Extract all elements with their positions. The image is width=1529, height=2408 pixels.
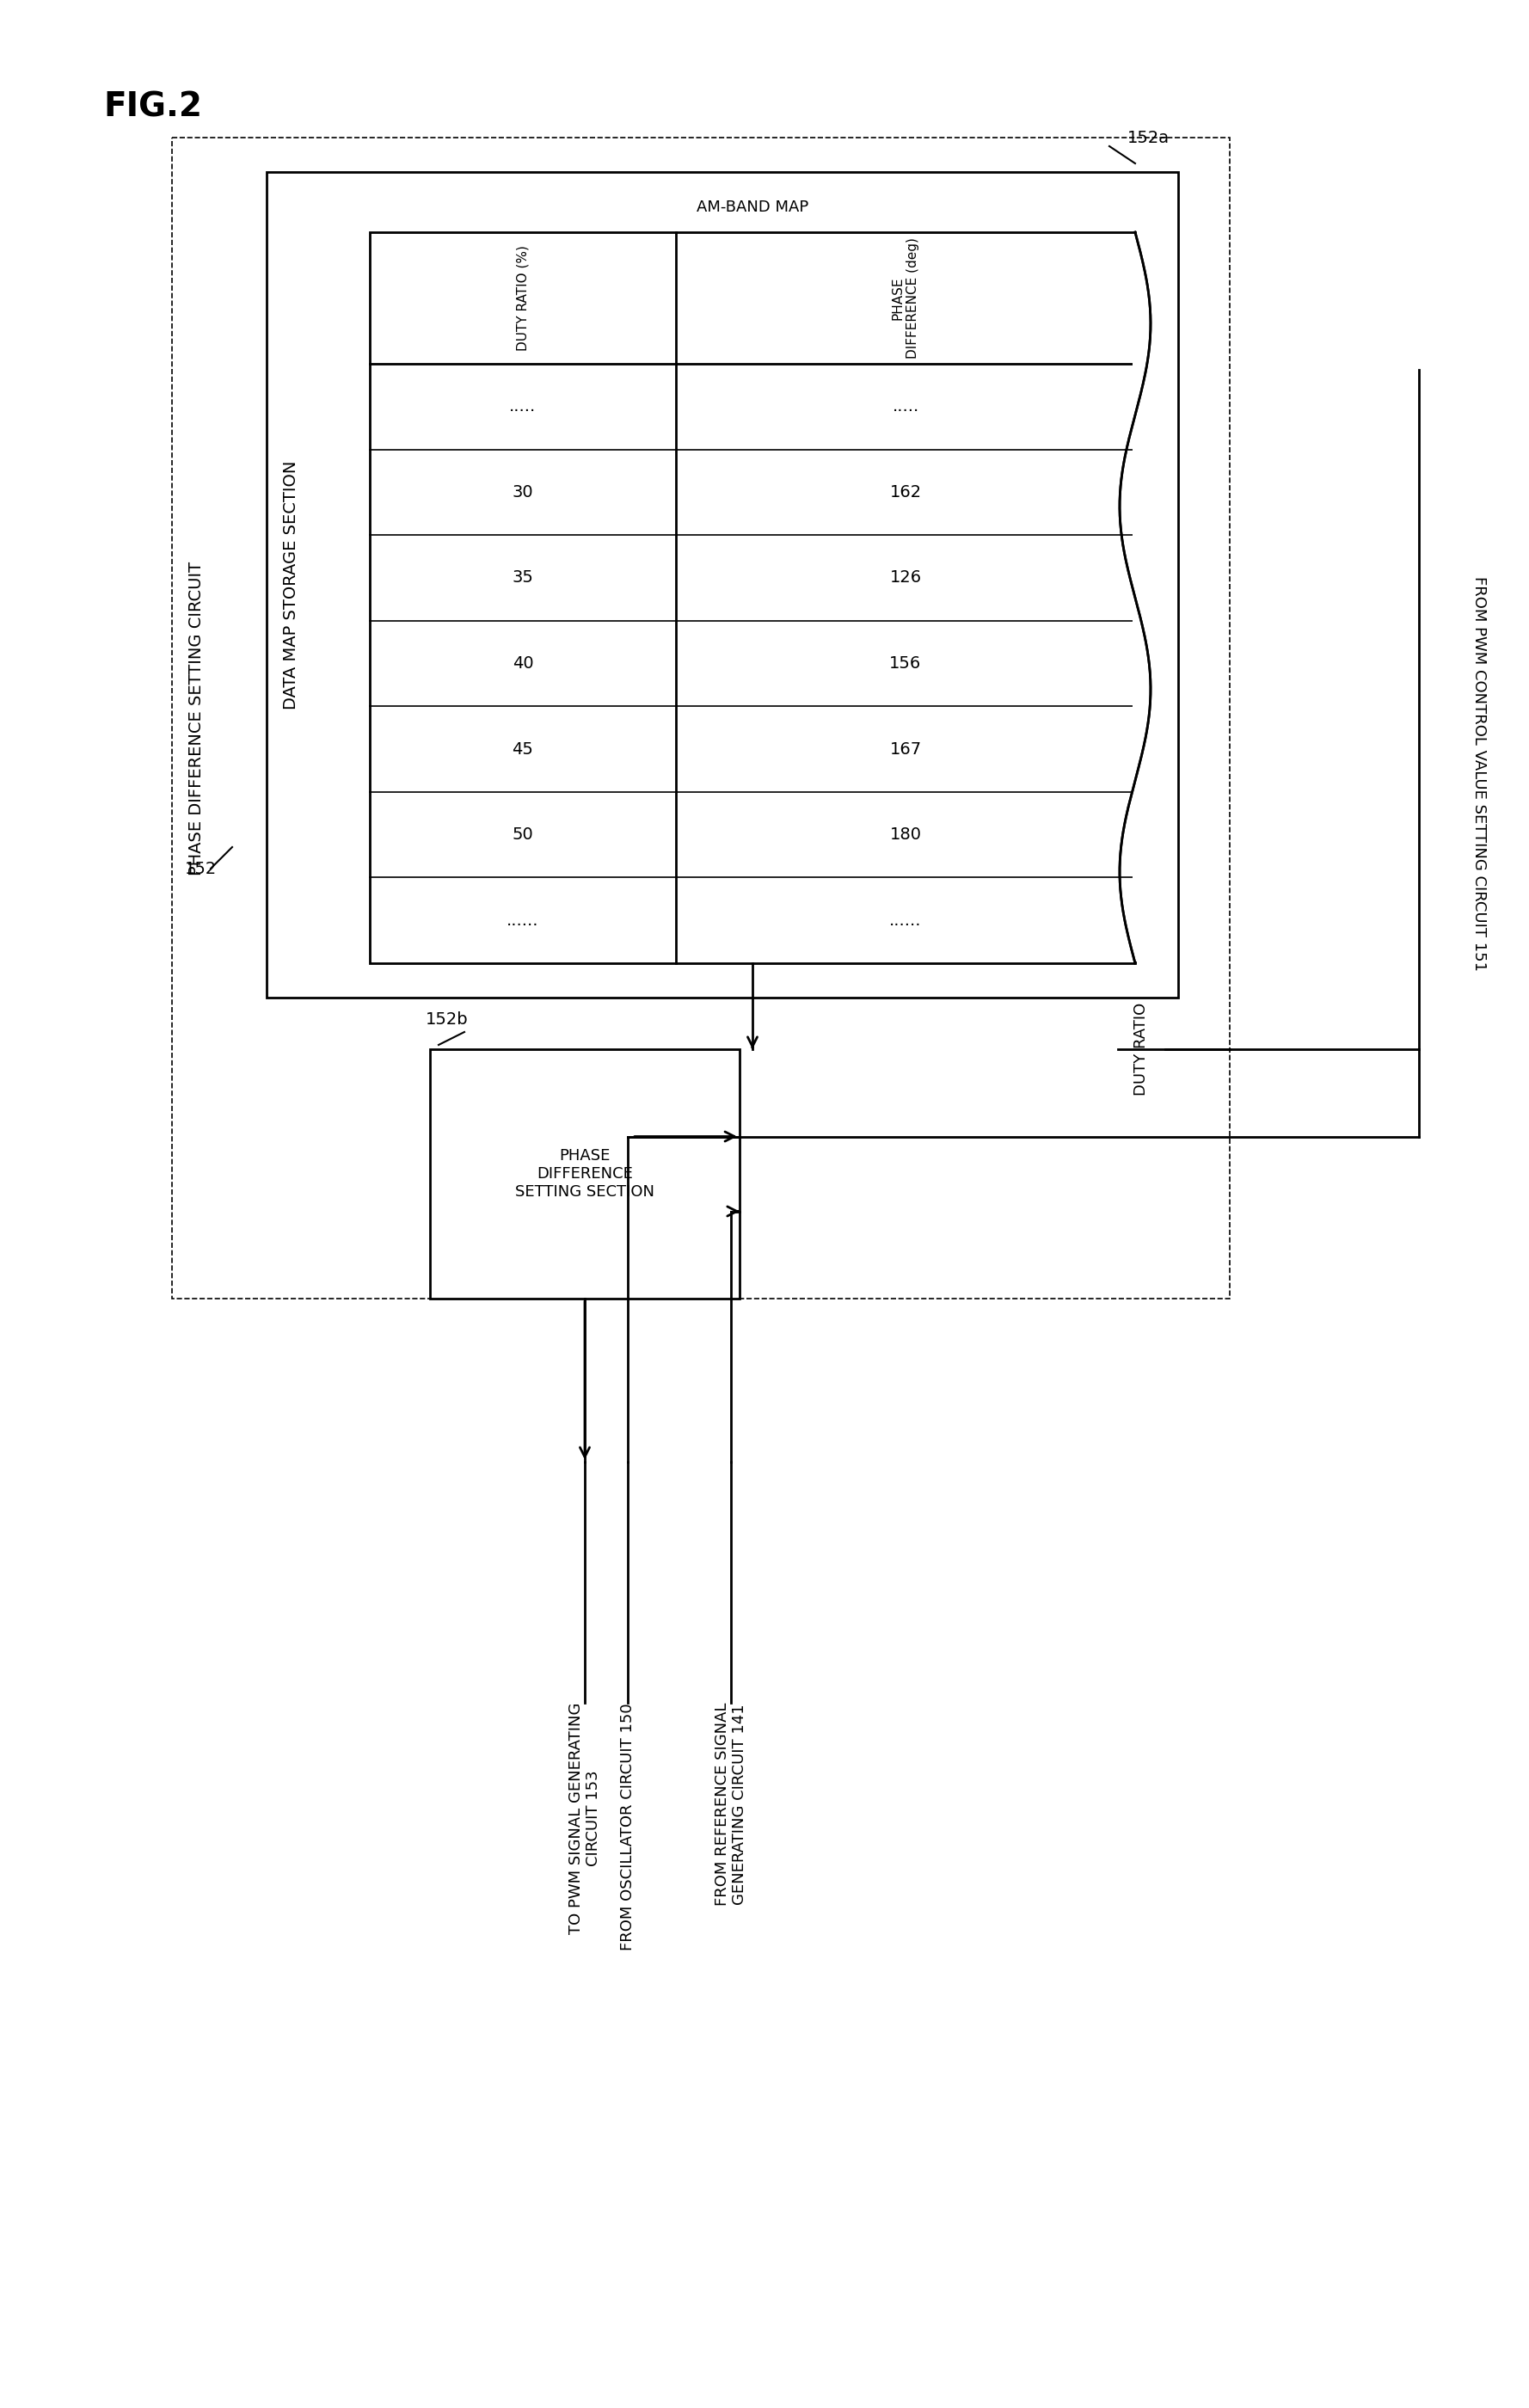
Text: 126: 126 [890,571,922,585]
Text: 50: 50 [512,826,534,843]
Text: 152b: 152b [425,1011,468,1028]
Text: AM-BAND MAP: AM-BAND MAP [696,200,809,214]
Text: 152: 152 [185,860,217,877]
Text: FROM REFERENCE SIGNAL
GENERATING CIRCUIT 141: FROM REFERENCE SIGNAL GENERATING CIRCUIT… [714,1702,748,1907]
Bar [1133,234,1154,961]
Text: PHASE
DIFFERENCE (deg): PHASE DIFFERENCE (deg) [891,238,919,359]
Bar [430,1050,740,1298]
Text: 45: 45 [512,742,534,756]
Bar [370,231,1135,963]
Text: .....: ..... [891,397,919,414]
Text: PHASE
DIFFERENCE
SETTING SECTION: PHASE DIFFERENCE SETTING SECTION [515,1149,654,1199]
Text: 156: 156 [890,655,922,672]
Text: FROM PWM CONTROL VALUE SETTING CIRCUIT 151: FROM PWM CONTROL VALUE SETTING CIRCUIT 1… [1471,576,1486,970]
Text: ......: ...... [506,913,540,929]
Text: 35: 35 [512,571,534,585]
Text: DATA MAP STORAGE SECTION: DATA MAP STORAGE SECTION [283,460,298,710]
Text: ......: ...... [890,913,922,929]
Text: 167: 167 [890,742,922,756]
Text: FIG.2: FIG.2 [102,89,202,123]
Text: FROM OSCILLATOR CIRCUIT 150: FROM OSCILLATOR CIRCUIT 150 [621,1702,636,1950]
Text: .....: ..... [509,397,537,414]
Text: TO PWM SIGNAL GENERATING
CIRCUIT 153: TO PWM SIGNAL GENERATING CIRCUIT 153 [569,1702,601,1934]
Text: 180: 180 [890,826,922,843]
Text: 40: 40 [512,655,534,672]
Text: 152a: 152a [1127,130,1170,147]
Text: PHASE DIFFERENCE SETTING CIRCUIT: PHASE DIFFERENCE SETTING CIRCUIT [188,561,205,874]
Bar [266,171,1179,997]
Bar [171,137,1229,1298]
Text: DUTY RATIO (%): DUTY RATIO (%) [517,246,529,352]
Text: DUTY RATIO: DUTY RATIO [1135,1002,1150,1096]
Text: 162: 162 [890,484,922,501]
Text: 30: 30 [512,484,534,501]
